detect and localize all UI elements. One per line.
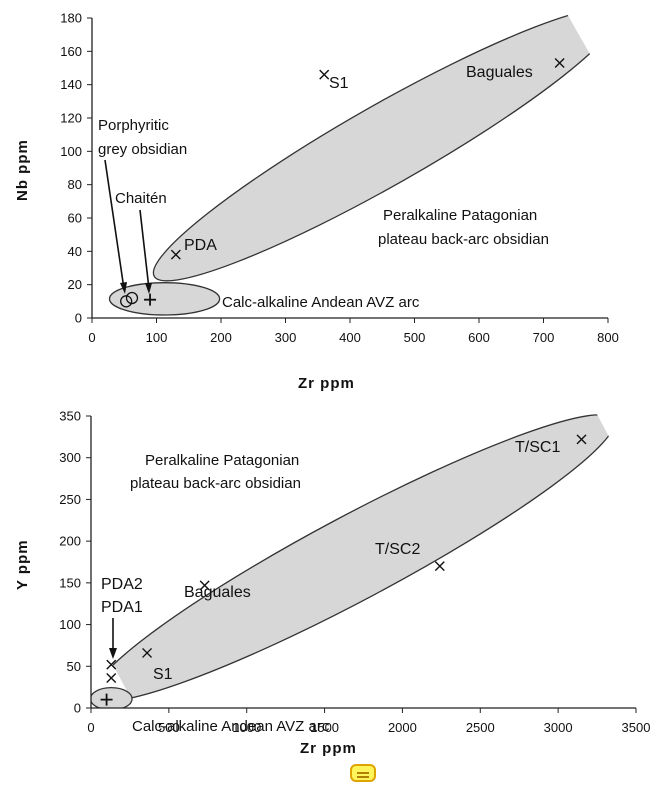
x-tick-label: 500 (158, 720, 180, 735)
y-vs-zr-plot: 0 500 1000 1500 2000 2500 3000 3500 0 50 100 150 200… (14, 409, 650, 758)
data-point-layer (100, 434, 587, 706)
y-tick-label: 250 (59, 492, 81, 507)
annotation-peralkaline-2: Peralkaline Patagonian (145, 452, 299, 469)
calc-alkaline-field-ellipse (91, 686, 133, 708)
x-tick-label: 100 (146, 330, 168, 345)
point-label-baguales-2: Baguales (184, 584, 251, 601)
annotation-plateau-obsidian-2: plateau back-arc obsidian (130, 475, 301, 492)
porphyritic-arrow (104, 159, 125, 290)
circle-marker-point (125, 291, 139, 305)
y-tick-label: 80 (68, 177, 82, 192)
x-tick-label: 3500 (622, 720, 651, 735)
axes-layer (86, 415, 637, 713)
x-tick-label: 400 (339, 330, 361, 345)
nb-vs-zr-plot: 0 100 200 300 400 500 600 700 800 0 20 40 60 80 100 120… (14, 7, 619, 392)
y-axis-title-2: Y ppm (14, 539, 31, 590)
y-tick-label: 150 (59, 575, 81, 590)
x-marker-point (199, 580, 210, 591)
x-tick-label: 2500 (466, 720, 495, 735)
y-tick-label: 40 (68, 244, 82, 259)
x-tick-label: 1000 (232, 720, 261, 735)
x-tick-label: 600 (468, 330, 490, 345)
y-tick-label: 100 (59, 617, 81, 632)
y-tick-label: 20 (68, 277, 82, 292)
annotation-calc-alkaline-2: Calc-alkaline Andean AVZ arc (132, 718, 330, 735)
x-tick-label: 3000 (544, 720, 573, 735)
x-tick-label: 500 (404, 330, 426, 345)
x-tick-label: 800 (597, 330, 619, 345)
y-tick-label: 140 (60, 77, 82, 92)
field-layer (108, 7, 619, 316)
y-tick-label: 200 (59, 534, 81, 549)
y-tick-label: 50 (67, 659, 81, 674)
y-tick-label: 350 (59, 409, 81, 424)
x-marker-point (319, 69, 330, 80)
x-marker-point (106, 659, 117, 670)
x-marker-point (434, 561, 445, 572)
point-label-pda1: PDA1 (101, 599, 143, 616)
point-label-s1-2: S1 (153, 666, 173, 683)
pda-arrow-head (109, 648, 117, 659)
tick-label-layer: 0 100 200 300 400 500 600 700 800 0 20 40 60 80 100 120… (60, 11, 619, 346)
tick-label-layer: 0 500 1000 1500 2000 2500 3000 3500 0 50 100 150 200… (59, 409, 650, 736)
y-tick-label: 0 (74, 701, 81, 716)
note-icon[interactable] (350, 764, 376, 782)
y-tick-label: 180 (60, 11, 82, 26)
y-tick-label: 300 (59, 450, 81, 465)
x-tick-label: 2000 (388, 720, 417, 735)
chaiten-arrow (139, 209, 150, 290)
data-point-layer (120, 58, 565, 308)
point-label-s1: S1 (329, 75, 349, 92)
point-label-tsc1: T/SC1 (515, 439, 560, 456)
x-marker-point (554, 58, 565, 68)
peralkaline-field-ellipse (152, 7, 619, 282)
plus-marker-point (144, 293, 157, 306)
point-label-pda2: PDA2 (101, 576, 143, 593)
x-marker-point (106, 672, 117, 683)
x-tick-label: 300 (275, 330, 297, 345)
x-tick-label: 0 (88, 330, 95, 345)
x-axis-title: Zr ppm (298, 375, 355, 392)
x-tick-label: 1500 (310, 720, 339, 735)
y-tick-label: 100 (60, 144, 82, 159)
calc-alkaline-field-ellipse (108, 282, 221, 316)
point-label-pda: PDA (184, 237, 217, 254)
y-tick-label: 60 (68, 211, 82, 226)
annotation-porphyritic: Porphyritic (98, 117, 169, 134)
arrow-layer (104, 159, 152, 294)
y-tick-label: 160 (60, 44, 82, 59)
annotation-calc-alkaline: Calc-alkaline Andean AVZ arc (222, 294, 420, 311)
y-axis-title: Nb ppm (14, 139, 31, 201)
porphyritic-arrow-head (120, 282, 127, 294)
x-marker-point (142, 647, 153, 658)
x-marker-point (576, 434, 587, 445)
chaiten-arrow-head (145, 283, 152, 294)
annotation-layer: T/SC1 T/SC2 Baguales S1 PDA2 PDA1 Peralk… (14, 439, 560, 757)
annotation-grey-obsidian: grey obsidian (98, 141, 187, 158)
annotation-plateau-obsidian: plateau back-arc obsidian (378, 231, 549, 248)
annotation-chaiten: Chaitén (115, 190, 167, 207)
arrow-layer (109, 618, 117, 659)
x-axis-title-2: Zr ppm (300, 740, 357, 757)
annotation-peralkaline: Peralkaline Patagonian (383, 207, 537, 224)
y-tick-label: 0 (75, 311, 82, 326)
y-tick-label: 120 (60, 111, 82, 126)
x-marker-point (170, 249, 181, 260)
x-tick-label: 200 (210, 330, 232, 345)
circle-marker-point (120, 295, 133, 308)
point-label-tsc2: T/SC2 (375, 541, 420, 558)
x-tick-label: 0 (87, 720, 94, 735)
x-tick-label: 700 (533, 330, 555, 345)
annotation-layer: S1 Baguales PDA Porphyritic grey obsidia… (14, 64, 549, 392)
axes-layer (87, 17, 609, 323)
plus-marker-point (100, 693, 113, 706)
point-label-baguales: Baguales (466, 64, 533, 81)
